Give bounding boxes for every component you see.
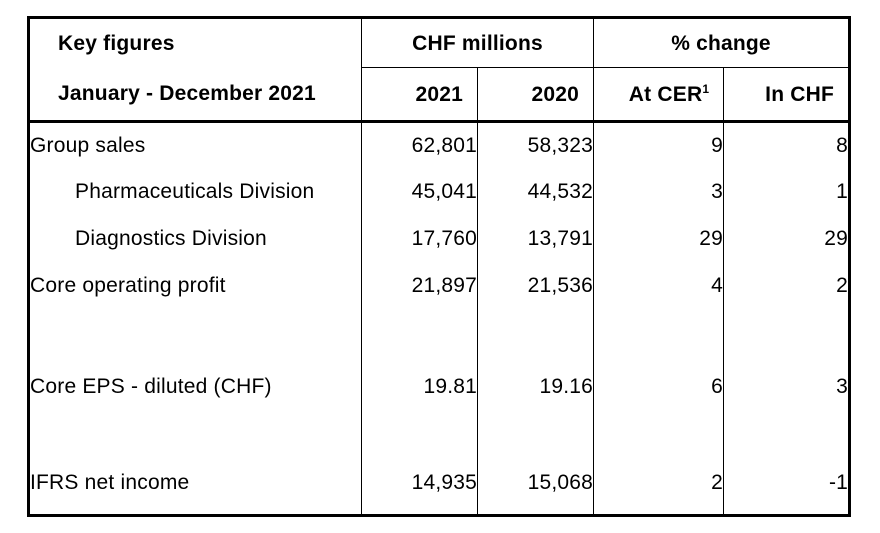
value-2020: 44,532 (477, 168, 594, 216)
row-label: Core EPS - diluted (CHF) (28, 363, 362, 411)
table-row: Core operating profit 21,897 21,536 4 2 (28, 262, 850, 310)
spacer-row (28, 410, 850, 460)
header-row-groups: Key figures January - December 2021 CHF … (28, 17, 850, 123)
group-header-percent-change: % change (593, 17, 850, 69)
value-in-chf: -1 (828, 471, 849, 495)
value-2021: 17,760 (361, 215, 478, 263)
value-in-chf: 3 (836, 375, 849, 399)
value-in-chf: 8 (836, 134, 849, 158)
row-label: Pharmaceuticals Division (28, 168, 362, 216)
column-header-2020: 2020 (477, 67, 594, 123)
key-figures-table-container: Key figures January - December 2021 CHF … (27, 16, 852, 517)
spacer-cell (477, 410, 594, 460)
value-at-cer: 9 (593, 121, 724, 169)
value-2020: 15,068 (477, 459, 594, 507)
spacer-cell (361, 410, 478, 460)
value-2021: 19.81 (361, 363, 478, 411)
value-2020: 13,791 (477, 215, 594, 263)
spacer-cell (28, 410, 362, 460)
row-label: Diagnostics Division (28, 215, 362, 263)
value-2020: 21,536 (477, 262, 594, 310)
value-2021: 62,801 (361, 121, 478, 169)
table-row: IFRS net income 14,935 15,068 2 -1 (28, 459, 850, 507)
value-at-cer: 4 (593, 262, 724, 310)
value-at-cer: 3 (593, 168, 724, 216)
row-label: IFRS net income (28, 459, 362, 507)
value-in-chf: 29 (824, 227, 849, 251)
column-header-2021: 2021 (361, 67, 478, 123)
header-label-cell: Key figures January - December 2021 (28, 17, 362, 123)
header-row-columns: 2021 2020 At CER1 In CHF (29, 67, 850, 123)
spacer-cell (28, 309, 362, 364)
spacer-cell (361, 506, 478, 516)
value-2020: 19.16 (477, 363, 594, 411)
spacer-cell (724, 310, 850, 364)
column-header-at-cer: At CER1 (593, 67, 724, 123)
table-title: Key figures (58, 31, 175, 55)
spacer-cell (593, 309, 724, 364)
spacer-cell (361, 309, 478, 364)
table-period: January - December 2021 (58, 82, 316, 106)
value-at-cer: 2 (593, 459, 724, 507)
value-in-chf: 1 (836, 180, 849, 204)
row-label: Core operating profit (28, 262, 362, 310)
at-cer-text: At CER (628, 82, 703, 106)
table-row: Pharmaceuticals Division 45,041 44,532 3… (28, 168, 850, 216)
spacer-cell (593, 410, 724, 460)
column-header-in-chf: In CHF (723, 67, 850, 123)
spacer-cell (724, 507, 850, 516)
key-figures-table: Key figures January - December 2021 CHF … (27, 16, 852, 517)
table-row: Core EPS - diluted (CHF) 19.81 19.16 6 3 (28, 363, 850, 411)
spacer-cell (593, 506, 724, 516)
row-label: Group sales (28, 121, 362, 169)
footnote-marker: 1 (702, 81, 709, 96)
value-in-chf: 2 (836, 274, 849, 298)
spacer-row (28, 309, 850, 364)
spacer-row (28, 506, 850, 516)
spacer-cell (477, 506, 594, 516)
value-at-cer: 29 (593, 215, 724, 263)
value-at-cer: 6 (593, 363, 724, 411)
spacer-cell (28, 506, 362, 516)
value-2021: 14,935 (361, 459, 478, 507)
spacer-cell (724, 411, 850, 460)
group-header-chf-millions: CHF millions (361, 17, 594, 69)
table-row: Diagnostics Division 17,760 13,791 29 29 (28, 215, 850, 263)
spacer-cell (477, 309, 594, 364)
value-2021: 21,897 (361, 262, 478, 310)
table-row: Group sales 62,801 58,323 9 8 (28, 121, 850, 169)
value-2020: 58,323 (477, 121, 594, 169)
value-2021: 45,041 (361, 168, 478, 216)
